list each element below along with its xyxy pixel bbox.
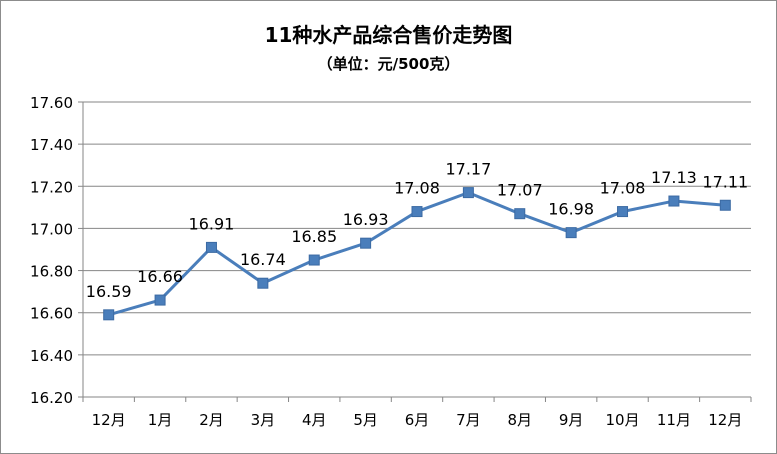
x-tick-label: 9月 bbox=[559, 411, 584, 429]
data-label: 17.11 bbox=[702, 172, 748, 191]
data-point bbox=[257, 277, 269, 289]
x-tick-label: 12月 bbox=[92, 411, 126, 429]
y-tick-label: 17.40 bbox=[30, 136, 73, 154]
data-point bbox=[205, 241, 217, 253]
data-label: 17.08 bbox=[394, 179, 440, 198]
x-tick-label: 2月 bbox=[199, 411, 224, 429]
y-tick-label: 16.20 bbox=[30, 389, 73, 407]
x-tick-label: 3月 bbox=[251, 411, 276, 429]
y-tick-label: 17.60 bbox=[30, 94, 73, 112]
data-point bbox=[154, 294, 166, 306]
data-label: 17.08 bbox=[600, 179, 646, 198]
data-point bbox=[668, 195, 680, 207]
x-tick-label: 6月 bbox=[405, 411, 430, 429]
data-labels: 16.59 16.66 16.91 16.74 16.85 16.93 17.08 17.17… bbox=[86, 160, 748, 301]
data-point bbox=[462, 187, 474, 199]
chart-subtitle: （单位：元/500克） bbox=[317, 55, 460, 73]
data-label: 16.74 bbox=[240, 250, 286, 269]
y-tick-label: 17.00 bbox=[30, 220, 73, 238]
y-tick-label: 16.60 bbox=[30, 305, 73, 323]
data-point bbox=[411, 206, 423, 218]
data-label: 17.13 bbox=[651, 168, 697, 187]
data-label: 17.07 bbox=[497, 181, 543, 200]
x-tick-label: 1月 bbox=[148, 411, 173, 429]
x-tick-label: 4月 bbox=[302, 411, 327, 429]
x-tick-labels: 12月 1月 2月 3月 4月 5月 6月 7月 8月 9月 10月 11月 12月 bbox=[92, 411, 743, 429]
data-point bbox=[514, 208, 526, 220]
x-tick-label: 10月 bbox=[605, 411, 639, 429]
data-point bbox=[103, 309, 115, 321]
data-point bbox=[565, 227, 577, 239]
x-tick-label: 7月 bbox=[456, 411, 481, 429]
data-label: 16.98 bbox=[548, 200, 594, 219]
y-tick-labels: 16.20 16.40 16.60 16.80 17.00 17.20 17.40 17.60 bbox=[30, 94, 73, 407]
data-point bbox=[617, 206, 629, 218]
data-point bbox=[360, 237, 372, 249]
gridlines bbox=[83, 101, 751, 356]
data-point bbox=[719, 199, 731, 211]
series bbox=[103, 187, 731, 321]
y-tick-label: 16.40 bbox=[30, 347, 73, 365]
data-label: 16.85 bbox=[291, 227, 337, 246]
chart-title: 11种水产品综合售价走势图 bbox=[264, 23, 513, 47]
x-tick-label: 12月 bbox=[708, 411, 742, 429]
data-label: 17.17 bbox=[445, 160, 491, 179]
x-tick-label: 11月 bbox=[657, 411, 691, 429]
data-point bbox=[308, 254, 320, 266]
data-label: 16.91 bbox=[189, 214, 235, 233]
data-label: 16.93 bbox=[343, 210, 389, 229]
x-tick-label: 8月 bbox=[507, 411, 532, 429]
y-tick-label: 16.80 bbox=[30, 263, 73, 281]
data-label: 16.66 bbox=[137, 267, 183, 286]
y-tick-label: 17.20 bbox=[30, 178, 73, 196]
data-label: 16.59 bbox=[86, 282, 132, 301]
axes bbox=[78, 101, 752, 402]
x-tick-label: 5月 bbox=[353, 411, 378, 429]
